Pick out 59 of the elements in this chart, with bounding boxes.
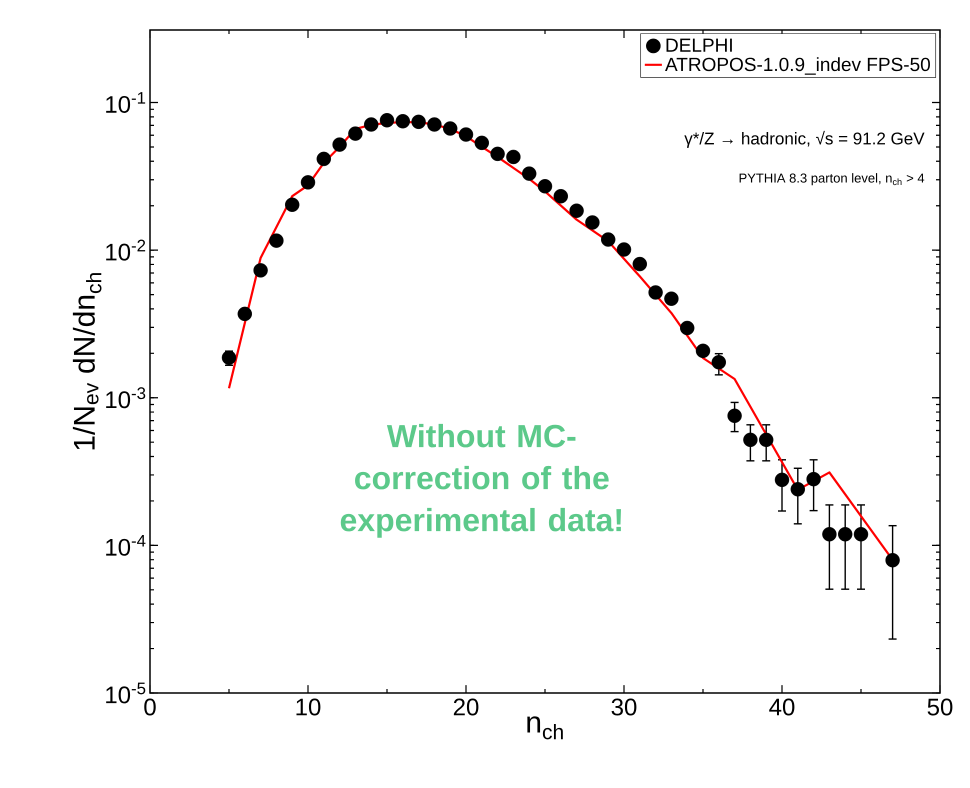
point <box>348 126 363 141</box>
point <box>569 204 584 218</box>
point <box>300 175 316 190</box>
point <box>680 320 694 336</box>
point <box>364 117 378 132</box>
point <box>238 306 252 322</box>
point <box>774 472 790 488</box>
point <box>427 117 442 132</box>
point <box>616 242 632 257</box>
point <box>727 408 742 423</box>
point <box>854 527 868 542</box>
point <box>632 256 647 272</box>
point <box>380 113 394 128</box>
point <box>806 472 821 486</box>
x-tick-label: 40 <box>769 698 794 716</box>
point <box>458 127 474 142</box>
point <box>285 198 300 212</box>
point <box>522 166 536 181</box>
y-tick-label: 10$^{-4}$ <box>106 534 146 556</box>
y-axis-title: 1/N$_{ev}$ dN/dn$_{ch}$ <box>72 273 102 450</box>
point <box>838 527 852 542</box>
point <box>411 114 426 130</box>
point <box>885 552 900 568</box>
point <box>538 179 552 194</box>
point <box>332 137 347 152</box>
y-tick-label: 10$^{-1}$ <box>106 92 146 113</box>
y-tick-label: 10$^{-5}$ <box>106 682 146 704</box>
y-tick-label: 10$^{-3}$ <box>106 387 146 408</box>
point <box>664 291 679 306</box>
point <box>790 482 805 496</box>
point <box>601 232 616 247</box>
x-tick-label: 10 <box>296 698 320 716</box>
point <box>759 432 774 448</box>
point <box>696 344 710 358</box>
point <box>712 355 726 370</box>
point <box>554 189 568 204</box>
point <box>822 527 837 542</box>
x-tick-label: 50 <box>928 698 952 716</box>
y-tick-label: 10$^{-2}$ <box>106 240 146 261</box>
annotation: Without MC-correction of the experimental data! <box>340 424 621 538</box>
x-tick-label: 0 <box>144 698 156 716</box>
point <box>396 114 410 128</box>
point <box>506 150 521 164</box>
point <box>474 136 489 150</box>
x-axis-title: n$_{ch}$ <box>527 716 563 740</box>
point <box>253 263 268 278</box>
legend-label: ATROPOS-1.0.9_indev FPS-50 <box>665 57 930 75</box>
point <box>269 233 284 248</box>
point <box>648 285 663 300</box>
point <box>316 152 331 166</box>
point <box>490 146 505 162</box>
x-tick-label: 20 <box>454 698 478 716</box>
x-tick-label: 30 <box>612 698 636 716</box>
annotation: PYTHIA 8.3 parton level, n$_{ch}$ > 4 <box>740 173 924 186</box>
annotation: γ*/Z → hadronic, √s = 91.2 GeV <box>684 130 925 148</box>
point <box>743 432 758 448</box>
point <box>443 121 458 136</box>
legend-label: DELPHI <box>666 38 732 52</box>
point <box>585 215 600 230</box>
